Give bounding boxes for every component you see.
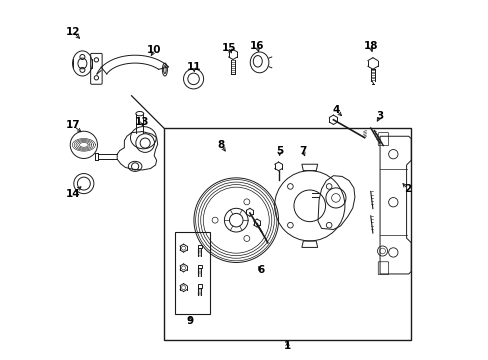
Text: 9: 9 bbox=[186, 316, 193, 325]
Bar bbox=[197, 265, 202, 268]
Text: 1: 1 bbox=[284, 341, 290, 351]
Bar bbox=[197, 245, 202, 248]
Text: 11: 11 bbox=[186, 62, 201, 72]
Bar bbox=[163, 128, 410, 339]
Text: 2: 2 bbox=[403, 184, 410, 194]
Text: 6: 6 bbox=[257, 265, 264, 275]
Bar bbox=[175, 232, 210, 315]
Text: 12: 12 bbox=[66, 27, 80, 37]
Text: 10: 10 bbox=[146, 45, 161, 55]
Text: 17: 17 bbox=[66, 121, 80, 130]
Text: 13: 13 bbox=[135, 117, 149, 127]
Text: 16: 16 bbox=[249, 41, 264, 50]
Text: 4: 4 bbox=[331, 105, 339, 115]
Text: 18: 18 bbox=[363, 41, 377, 50]
Text: 15: 15 bbox=[222, 43, 236, 53]
Text: 5: 5 bbox=[275, 145, 283, 156]
Text: 3: 3 bbox=[376, 111, 383, 121]
Bar bbox=[197, 284, 202, 288]
Text: 7: 7 bbox=[298, 145, 305, 156]
Text: 8: 8 bbox=[217, 140, 224, 150]
Text: 14: 14 bbox=[66, 189, 80, 199]
